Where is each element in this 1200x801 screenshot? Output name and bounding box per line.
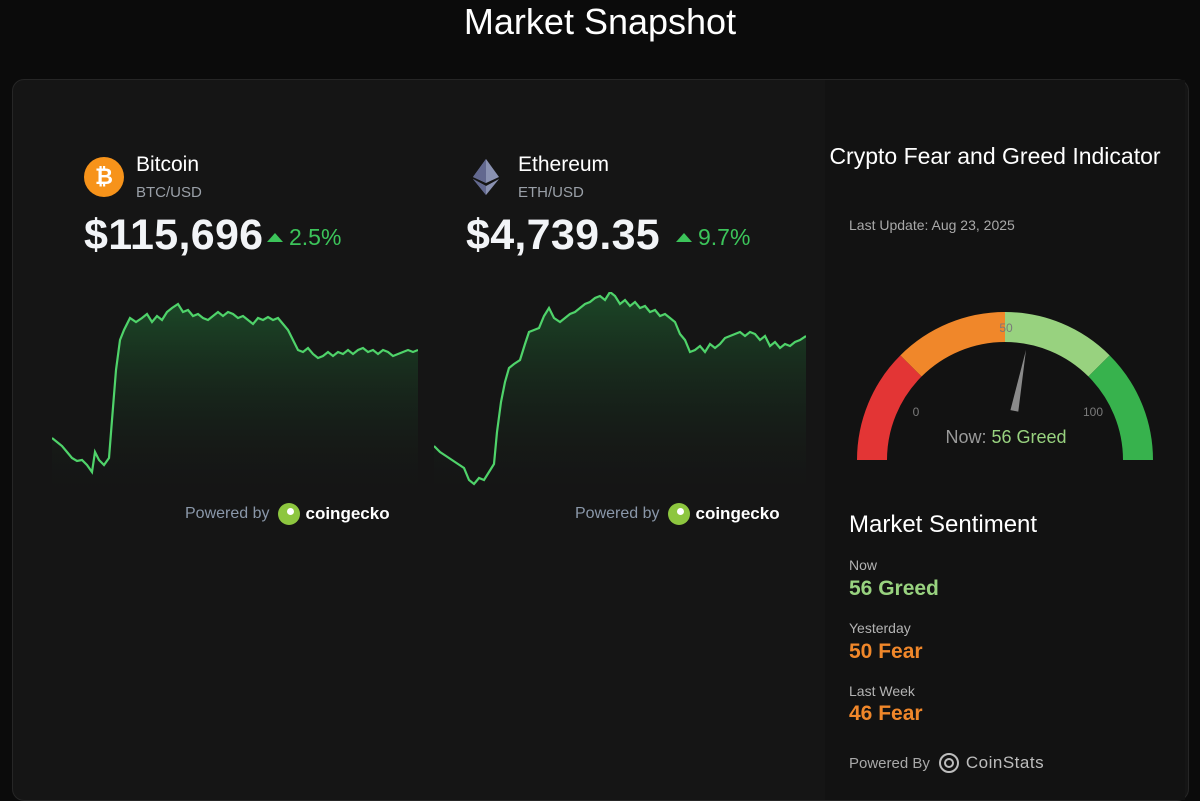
gauge-segment-extreme-fear [857, 355, 922, 460]
coin-price: $115,696 [84, 211, 264, 259]
ethereum-sparkline-area [434, 292, 806, 490]
arrow-up-icon [267, 233, 283, 242]
arrow-up-icon [676, 233, 692, 242]
coin-pair: ETH/USD [518, 184, 584, 201]
gauge-now-readout: Now: 56 Greed [945, 427, 1066, 447]
price-change-value: 2.5% [289, 224, 342, 250]
sentiment-last-week-value: 46 Fear [849, 702, 923, 725]
price-change-badge: 9.7% [676, 224, 750, 251]
coinstats-brand: CoinStats [965, 753, 1045, 772]
gauge-segment-greed [1005, 312, 1110, 377]
price-change-value: 9.7% [698, 224, 751, 250]
gauge-needle [1010, 349, 1026, 412]
coingecko-icon [277, 503, 300, 525]
gauge-mid-label: 50 [999, 321, 1013, 335]
bitcoin-header: ₿ [84, 151, 124, 197]
coin-price: $4,739.35 [466, 211, 660, 259]
powered-by-label: Powered by [575, 505, 660, 522]
coingecko-brand: coingecko [695, 504, 780, 523]
sentiment-now-value: 56 Greed [849, 577, 939, 600]
bitcoin-sparkline[interactable] [52, 300, 418, 490]
coingecko-icon [667, 503, 690, 525]
ethereum-sparkline-line [434, 292, 806, 486]
page-title: Market Snapshot [463, 1, 737, 42]
sentiment-yesterday-value: 50 Fear [849, 640, 923, 663]
market-panel: ₿ Bitcoin BTC/USD $115,696 2.5% Powered … [12, 79, 1189, 801]
last-update-text: Last Update: Aug 23, 2025 [849, 217, 1015, 233]
gauge-segment-extreme-greed [1088, 355, 1153, 460]
coinstats-icon [938, 753, 959, 773]
powered-by-label: Powered by [185, 505, 270, 522]
sentiment-now-label: Now [849, 557, 878, 573]
market-sentiment-title: Market Sentiment [849, 511, 1038, 538]
gauge-min-label: 0 [913, 405, 920, 419]
fear-greed-title: Crypto Fear and Greed Indicator [829, 143, 1161, 169]
bitcoin-sparkline-line [52, 302, 418, 475]
fear-greed-widget: Crypto Fear and Greed Indicator Last Upd… [825, 80, 1185, 800]
powered-by-label: Powered By [849, 754, 930, 772]
fear-greed-gauge[interactable]: 0 50 100 Now: 56 Greed [825, 260, 1185, 470]
ethereum-header [466, 151, 506, 197]
ethereum-sparkline[interactable] [434, 292, 806, 490]
coin-name: Bitcoin [136, 153, 200, 176]
bitcoin-icon: ₿ [84, 157, 124, 197]
coinstats-attribution[interactable]: Powered By CoinStats [849, 753, 1044, 773]
price-change-badge: 2.5% [267, 224, 341, 251]
coin-name: Ethereum [518, 153, 610, 176]
coingecko-brand: coingecko [305, 504, 390, 523]
gauge-arcs [857, 312, 1153, 460]
bitcoin-sparkline-area [52, 304, 418, 490]
ethereum-icon [466, 157, 506, 197]
gauge-max-label: 100 [1083, 405, 1103, 419]
sentiment-yesterday-label: Yesterday [849, 620, 911, 636]
sentiment-last-week-label: Last Week [849, 683, 915, 699]
coingecko-attribution[interactable]: Powered by coingecko [185, 503, 390, 525]
gauge-segment-fear [900, 312, 1005, 377]
coingecko-attribution[interactable]: Powered by coingecko [575, 503, 780, 525]
coin-pair: BTC/USD [136, 184, 202, 201]
